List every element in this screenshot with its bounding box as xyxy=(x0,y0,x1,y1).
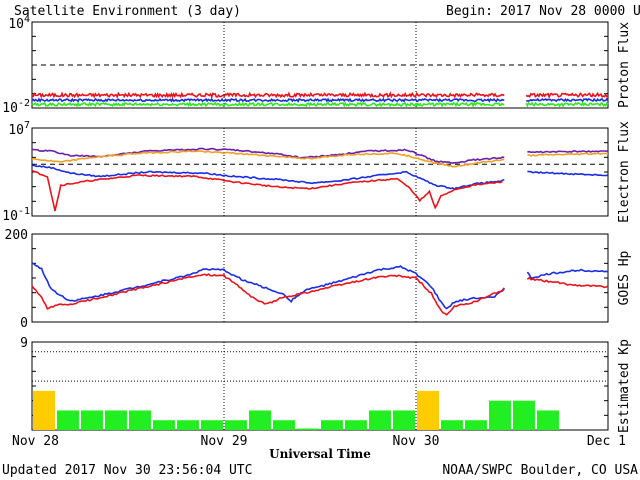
proton-ytick-bottom: 10-2 xyxy=(2,98,30,116)
updated-timestamp: Updated 2017 Nov 30 23:56:04 UTC xyxy=(2,463,252,478)
hp-plot-area xyxy=(31,233,609,323)
kp-bar xyxy=(345,420,367,430)
electron-series-blue xyxy=(527,170,609,177)
kp-bar xyxy=(249,410,271,430)
x-tick-label: Nov 30 xyxy=(393,434,440,449)
kp-bar xyxy=(465,420,487,430)
x-tick-label: Nov 29 xyxy=(201,434,248,449)
hp-panel: 200 0 GOES Hp xyxy=(5,228,632,331)
credit-label: NOAA/SWPC Boulder, CO USA xyxy=(442,463,638,478)
kp-ytick-label: 9 xyxy=(20,336,28,351)
kp-bar xyxy=(513,400,535,430)
kp-panel: 9 Estimated Kp xyxy=(20,336,632,433)
kp-bar xyxy=(321,420,343,430)
chart-title: Satellite Environment (3 day) xyxy=(14,4,241,19)
hp-ytick-label: 0 xyxy=(20,316,28,331)
electron-series-orange xyxy=(31,150,505,168)
proton-panel: 104 10-2 Proton Flux xyxy=(2,14,632,116)
hp-series-red xyxy=(526,276,609,289)
begin-label: Begin: xyxy=(446,4,493,19)
kp-ylabel: Estimated Kp xyxy=(617,339,632,433)
kp-bar xyxy=(201,420,223,430)
kp-bar xyxy=(153,420,175,430)
electron-ytick-bottom: 10-1 xyxy=(2,206,30,224)
kp-bar xyxy=(393,410,415,430)
electron-panel: 107 10-1 Electron Flux xyxy=(2,120,632,224)
x-axis-label: Universal Time xyxy=(269,447,371,461)
electron-plot-area xyxy=(31,127,609,217)
kp-bar xyxy=(297,428,319,430)
proton-ylabel: Proton Flux xyxy=(617,22,632,108)
proton-series-green xyxy=(525,101,609,108)
x-axis: Nov 28 Nov 29 Nov 30 Dec 1 xyxy=(12,434,626,449)
proton-series-green xyxy=(31,101,505,108)
chart-panels: 104 10-2 Proton Flux 107 10-1 Electron Flux 20… xyxy=(2,14,632,433)
proton-ytick-top: 104 xyxy=(8,14,30,32)
hp-series-red xyxy=(31,273,505,316)
kp-bar xyxy=(537,410,559,430)
kp-bar xyxy=(441,420,463,430)
electron-series-purple xyxy=(527,150,608,154)
kp-bar xyxy=(105,410,127,430)
electron-series-orange xyxy=(527,152,609,157)
x-tick-label: Dec 1 xyxy=(587,434,626,449)
hp-ytick-label: 200 xyxy=(5,228,28,243)
kp-bar xyxy=(177,420,199,430)
begin-value: 2017 Nov 28 0000 UTC xyxy=(500,4,640,19)
kp-bar xyxy=(57,410,79,430)
electron-series-blue xyxy=(31,164,505,191)
proton-series-red xyxy=(525,91,609,99)
kp-bar xyxy=(129,410,151,430)
hp-series-blue xyxy=(31,262,505,310)
kp-bar xyxy=(417,390,439,430)
kp-bar xyxy=(489,400,511,430)
proton-series-red xyxy=(31,91,505,100)
electron-ytick-top: 107 xyxy=(8,120,30,138)
kp-bar xyxy=(225,420,247,430)
kp-bar xyxy=(369,410,391,430)
hp-series-blue xyxy=(526,268,609,280)
x-tick-label: Nov 28 xyxy=(12,434,59,449)
kp-bar xyxy=(33,390,55,430)
proton-series-blue xyxy=(31,97,505,103)
hp-ylabel: GOES Hp xyxy=(617,250,632,305)
proton-series-blue xyxy=(526,97,609,103)
electron-series-red xyxy=(31,169,503,212)
kp-bar xyxy=(273,420,295,430)
kp-bar xyxy=(81,410,103,430)
electron-ylabel: Electron Flux xyxy=(617,121,632,223)
kp-plot-area xyxy=(31,341,609,431)
